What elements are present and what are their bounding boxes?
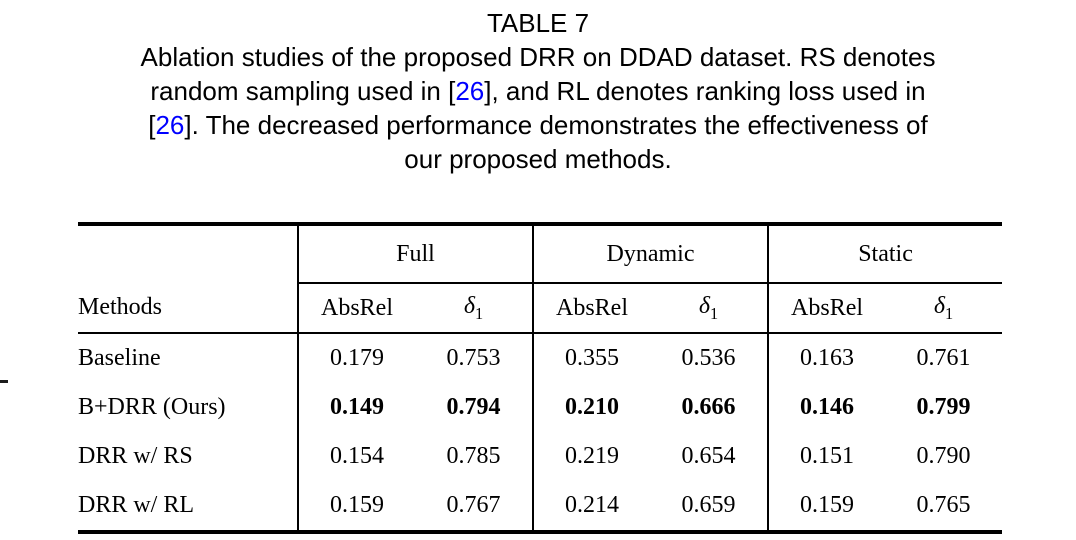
value-cell: 0.179: [297, 333, 415, 383]
value-cell: 0.159: [767, 481, 886, 532]
table-caption-block: TABLE 7 Ablation studies of the proposed…: [0, 6, 1076, 176]
table-row-b-drr-ours: B+DRR (Ours) 0.149 0.794 0.210 0.666 0.1…: [78, 383, 1002, 432]
value-cell: 0.149: [297, 383, 415, 432]
caption-text: random sampling used in [: [150, 76, 456, 106]
delta-subscript: 1: [710, 303, 719, 323]
delta-symbol: δ: [933, 292, 946, 319]
value-cell: 0.666: [681, 394, 736, 420]
caption-line-2: random sampling used in [26], and RL den…: [0, 74, 1076, 108]
value-cell: 0.146: [767, 383, 886, 432]
delta-symbol: δ: [698, 292, 710, 319]
method-cell: DRR w/ RS: [78, 443, 193, 469]
value-cell: 0.154: [297, 432, 415, 481]
caption-text: Ablation studies of the proposed DRR on …: [140, 42, 936, 72]
table-row-drr-rs: DRR w/ RS 0.154 0.785 0.219 0.654 0.151 …: [78, 432, 1002, 481]
delta-subscript: 1: [475, 303, 484, 323]
value-cell: 0.765: [916, 492, 971, 518]
value-cell: 0.767: [446, 492, 501, 518]
caption-text: [: [148, 110, 156, 140]
value-cell: 0.785: [446, 443, 501, 469]
table-row-baseline: Baseline 0.179 0.753 0.355 0.536 0.163 0…: [78, 333, 1002, 383]
delta-subscript: 1: [945, 303, 954, 323]
group-header-static: Static: [767, 224, 1003, 284]
method-cell: B+DRR (Ours): [78, 394, 226, 420]
value-cell: 0.790: [916, 443, 971, 469]
method-cell: Baseline: [78, 345, 161, 371]
column-header-delta1: δ1: [650, 283, 769, 334]
caption-text: our proposed methods.: [404, 144, 672, 174]
value-cell: 0.355: [532, 333, 650, 383]
value-cell: 0.761: [916, 345, 971, 371]
value-cell: 0.536: [681, 345, 736, 371]
column-header-absrel: AbsRel: [767, 283, 886, 334]
value-cell: 0.659: [681, 492, 736, 518]
caption-line-1: Ablation studies of the proposed DRR on …: [0, 40, 1076, 74]
column-header-absrel: AbsRel: [297, 283, 415, 334]
value-cell: 0.799: [916, 394, 971, 420]
value-cell: 0.210: [532, 383, 650, 432]
caption-text: ], and RL denotes ranking loss used in: [484, 76, 926, 106]
table-subheader-row: Methods AbsRel δ1 AbsRel δ1 AbsRel δ1: [78, 283, 1003, 334]
value-cell: 0.163: [767, 333, 886, 383]
delta-symbol: δ: [463, 292, 475, 319]
table-title: TABLE 7: [486, 8, 590, 38]
value-cell: 0.753: [446, 345, 501, 371]
caption-line-4: our proposed methods.: [0, 142, 1076, 176]
method-cell: DRR w/ RL: [78, 492, 195, 518]
caption-line-3: [26]. The decreased performance demonstr…: [0, 108, 1076, 142]
page-edge-mark: [0, 380, 8, 383]
caption-text: ]. The decreased performance demonstrate…: [184, 110, 928, 140]
value-cell: 0.219: [532, 432, 650, 481]
citation-link-26[interactable]: 26: [155, 110, 185, 140]
table-group-header-row: Full Dynamic Static: [78, 224, 1003, 284]
group-header-dynamic: Dynamic: [531, 224, 769, 284]
results-table: Full Dynamic Static Methods AbsRel δ1 Ab…: [78, 222, 1003, 534]
empty-corner-cell: [78, 224, 298, 283]
citation-link-26[interactable]: 26: [455, 76, 485, 106]
value-cell: 0.214: [532, 481, 650, 532]
column-header-delta1: δ1: [415, 283, 533, 334]
group-header-full: Full: [297, 224, 533, 284]
column-header-methods: Methods: [78, 283, 298, 334]
column-header-absrel: AbsRel: [532, 283, 650, 334]
table-row-drr-rl: DRR w/ RL 0.159 0.767 0.214 0.659 0.159 …: [78, 481, 1002, 532]
value-cell: 0.151: [767, 432, 886, 481]
value-cell: 0.794: [446, 394, 501, 420]
value-cell: 0.159: [297, 481, 415, 532]
column-header-delta1: δ1: [885, 283, 1003, 334]
value-cell: 0.654: [681, 443, 736, 469]
